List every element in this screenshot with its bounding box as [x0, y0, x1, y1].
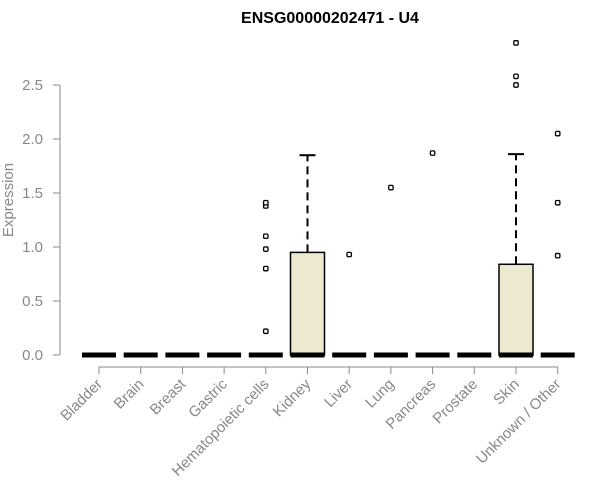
box-body	[498, 263, 534, 356]
y-tick-label: 1.5	[22, 185, 43, 202]
x-tick-label: Brain	[111, 376, 148, 413]
outlier-point	[554, 130, 561, 137]
outlier-point	[388, 184, 394, 191]
box-lung	[373, 184, 408, 358]
outlier-point	[429, 150, 436, 156]
outlier-point	[554, 199, 561, 206]
outlier-point	[262, 265, 269, 272]
box-liver	[332, 251, 367, 358]
x-tick-label: Bladder	[57, 376, 106, 425]
x-tick-label: Liver	[321, 376, 356, 411]
chart-title: ENSG00000202471 - U4	[241, 10, 419, 27]
y-tick-label: 2.5	[22, 77, 43, 94]
outlier-point	[262, 199, 269, 206]
box-body	[289, 251, 326, 356]
outlier-point	[262, 246, 269, 253]
y-tick-label: 1.0	[22, 239, 43, 256]
box-series	[82, 40, 575, 358]
y-axis: 0.0 0.5 1.0 1.5 2.0 2.5	[22, 77, 61, 364]
box-hematopoietic-cells	[248, 199, 283, 358]
outlier-point	[513, 73, 519, 80]
x-tick-label: Breast	[147, 375, 190, 418]
y-tick-label: 2.0	[22, 131, 43, 148]
box-pancreas	[415, 150, 450, 358]
y-tick-label: 0.5	[22, 293, 43, 310]
y-tick-label: 0.0	[22, 347, 43, 364]
outlier-point	[554, 252, 561, 259]
outlier-point	[346, 251, 353, 258]
outlier-point	[513, 40, 519, 46]
x-tick-label: Prostate	[430, 376, 482, 428]
box-kidney	[289, 154, 326, 358]
outlier-point	[513, 82, 519, 88]
outlier-point	[262, 233, 269, 240]
y-axis-label: Expression	[0, 163, 17, 237]
x-tick-label: Lung	[362, 376, 398, 412]
box-skin	[498, 40, 534, 358]
x-tick-label: Kidney	[270, 375, 315, 420]
x-tick-label: Skin	[490, 376, 523, 409]
box-unknown-other	[540, 130, 575, 358]
outlier-point	[262, 328, 269, 335]
